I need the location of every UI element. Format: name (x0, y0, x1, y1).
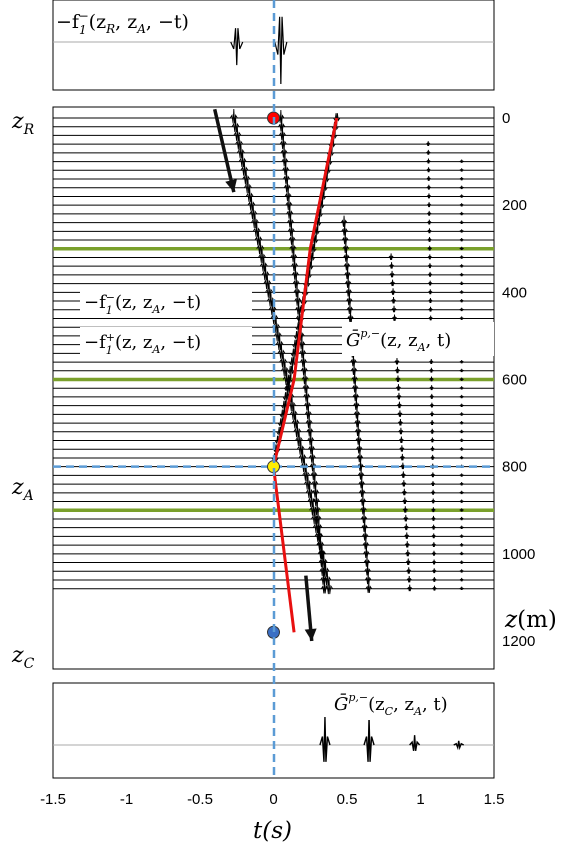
x-tick-2: -0.5 (187, 791, 213, 808)
red-ray-path (271, 117, 339, 633)
top-panel-frame (52, 0, 495, 91)
trace-wavelets-53 (320, 570, 464, 586)
svg-text:Ḡp,−(z, zA, t): Ḡp,−(z, zA, t) (346, 327, 451, 354)
bottom-wavelet-2 (409, 735, 421, 751)
arrows (212, 108, 317, 642)
bottom-wavelet-3 (453, 740, 465, 751)
bottom-wavelet-0 (319, 716, 331, 762)
top-wavelets (230, 16, 288, 85)
bottom-wavelet-1 (363, 716, 375, 762)
x-tick-labels: -1.5 -1 -0.5 0 0.5 1 1.5 (40, 791, 504, 808)
x-tick-4: 0.5 (337, 791, 358, 808)
trace-wavelets-54 (320, 579, 464, 595)
x-tick-1: -1 (120, 791, 133, 808)
x-axis-label: t(s) (253, 818, 292, 844)
y-tick-0: 0 (502, 110, 510, 127)
arrow-head-0 (225, 179, 237, 193)
trace-wavelets-45 (309, 501, 464, 516)
legend-gp-minus: Ḡp,−(z, zA, t) (342, 322, 494, 356)
main-panel: 0 200 400 600 800 1000 1200 −f1−(z, zA, −t) −f… (11, 106, 557, 672)
trace-wavelets-48 (314, 527, 464, 542)
bottom-wavelets (319, 716, 465, 762)
bottom-panel: Ḡp,−(zC, zA, t) -1.5 -1 -0.5 0 0.5 1 1.5 t(s) (40, 682, 504, 844)
y-tick-2: 400 (502, 284, 527, 301)
trace-wavelets-1 (231, 117, 339, 135)
depth-label-zr: zR (11, 109, 35, 138)
trace-wavelets-47 (312, 518, 464, 534)
legend-f1-minus: −f1−(z, zA, −t) (80, 287, 252, 317)
trace-wavelets-41 (302, 466, 464, 481)
svg-text:−f1+(z, zA, −t): −f1+(z, zA, −t) (84, 331, 201, 357)
arrow-shaft-0 (212, 108, 236, 193)
trace-wavelets-51 (318, 553, 464, 569)
x-tick-3: 0 (269, 791, 277, 808)
x-tick-0: -1.5 (40, 791, 66, 808)
trace-wavelets-46 (310, 509, 464, 525)
x-tick-5: 1 (416, 791, 424, 808)
x-tick-6: 1.5 (484, 791, 505, 808)
y-tick-3: 600 (502, 372, 527, 389)
depth-label-za: zA (11, 475, 34, 504)
depth-label-zc: zC (11, 643, 35, 672)
legend-f1-plus: −f1+(z, zA, −t) (80, 327, 252, 357)
top-panel: −f1−(zR, zA, −t) (52, 0, 495, 91)
y-tick-6: 1200 (502, 633, 535, 650)
y-tick-5: 1000 (502, 546, 535, 563)
trace-wavelets-44 (307, 492, 464, 507)
bottom-annotation: Ḡp,−(zC, zA, t) (334, 691, 448, 718)
trace-wavelets-49 (316, 536, 464, 551)
arrow-head-1 (304, 628, 317, 641)
y-tick-4: 800 (502, 459, 527, 476)
trace-wavelets-42 (303, 475, 464, 490)
top-wavelet-1 (274, 16, 288, 85)
y-axis-label: z(m) (504, 607, 557, 633)
top-annotation: −f1−(zR, zA, −t) (56, 9, 189, 37)
y-tick-labels: 0 200 400 600 800 1000 1200 (502, 110, 535, 650)
trace-wavelets-43 (305, 483, 464, 499)
top-wavelet-0 (230, 28, 244, 66)
red-polyline (271, 117, 339, 633)
trace-wavelets-52 (319, 562, 464, 577)
trace-wavelets (229, 108, 464, 595)
y-tick-1: 200 (502, 197, 527, 214)
trace-wavelets-50 (317, 544, 464, 560)
svg-text:−f1−(z, zA, −t): −f1−(z, zA, −t) (84, 291, 201, 317)
